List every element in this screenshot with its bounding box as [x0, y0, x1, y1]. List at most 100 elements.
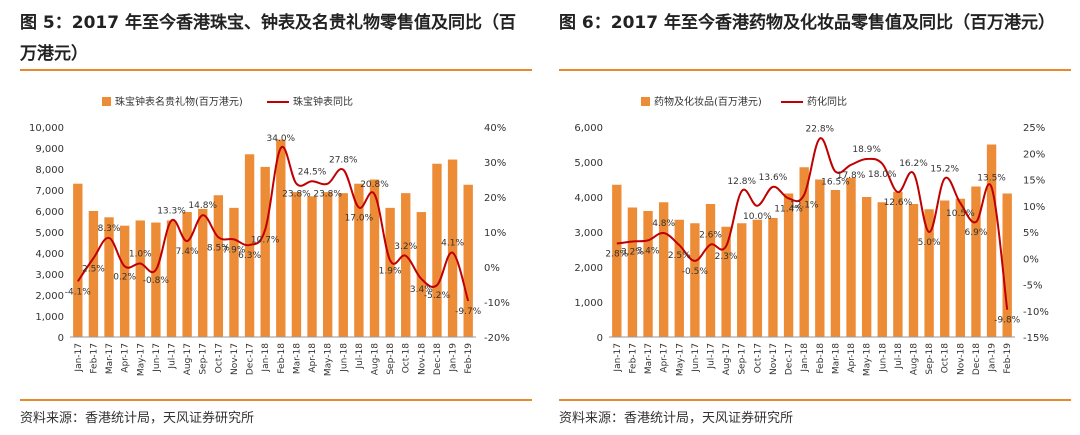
x-tick-label: Mar-18 — [831, 343, 841, 374]
yoy-data-label: 12.1% — [790, 201, 819, 211]
bar — [955, 198, 966, 337]
x-tick-label: Oct-17 — [753, 343, 763, 373]
bar — [986, 144, 997, 337]
chart-panel-jewelry: 图 5：2017 年至今香港珠宝、钟表及名贵礼物零售值及同比（百万港元） 珠宝钟… — [6, 0, 538, 435]
legend-line-label: 珠宝钟表同比 — [293, 95, 353, 108]
x-tick-label: Feb-19 — [1003, 343, 1013, 374]
y-left-tick-label: 4,000 — [35, 249, 64, 260]
jewelry-chart: 珠宝钟表名贵礼物(百万港元) 珠宝钟表同比 0 1,000 2,000 3,000 4,00… — [29, 95, 510, 376]
yoy-data-label: 10.5% — [946, 209, 975, 219]
y-left-tick-label: 7,000 — [35, 186, 64, 197]
x-tick-label: May-17 — [675, 343, 685, 376]
x-tick-label: May-18 — [324, 343, 334, 376]
yoy-data-label: 27.8% — [329, 156, 358, 166]
bar — [893, 191, 903, 337]
y-right-tick-label: 25% — [1023, 123, 1045, 134]
yoy-data-label: 10.7% — [251, 236, 280, 246]
legend-bar-label: 药物及化妆品(百万港元) — [654, 95, 762, 108]
x-tick-label: Dec-18 — [972, 343, 982, 375]
yoy-data-label: -5.2% — [424, 291, 451, 301]
bar — [908, 204, 919, 337]
x-tick-label: Jul-18 — [355, 343, 365, 370]
x-tick-label: Aug-17 — [183, 343, 193, 375]
yoy-data-label: 14.8% — [188, 201, 217, 211]
y-right-tick-label: 40% — [484, 123, 506, 134]
bar — [447, 159, 458, 337]
yoy-data-label: 2.5% — [82, 264, 105, 274]
yoy-data-label: 4.1% — [441, 239, 464, 249]
yoy-data-label: 12.8% — [727, 177, 756, 187]
yoy-data-label: 18.0% — [868, 170, 897, 180]
x-tick-label: Feb-18 — [277, 343, 287, 374]
x-tick-label: Dec-17 — [246, 343, 256, 375]
bar — [104, 217, 114, 337]
bar — [768, 218, 778, 337]
yoy-data-label: 24.5% — [298, 167, 327, 177]
x-tick-label: May-18 — [863, 343, 873, 376]
bar — [940, 200, 950, 337]
bar — [971, 186, 981, 337]
yoy-data-label: 16.5% — [821, 178, 850, 188]
yoy-data-label: 0.2% — [113, 272, 136, 282]
x-tick-label: Aug-17 — [722, 343, 732, 375]
title-divider — [20, 69, 532, 71]
x-tick-label: Jul-17 — [168, 343, 178, 370]
x-tick-label: Nov-17 — [230, 343, 240, 375]
y-left-tick-label: 10,000 — [29, 123, 64, 134]
yoy-data-label: 10.0% — [743, 212, 772, 222]
bar — [1002, 193, 1012, 337]
bar — [151, 222, 161, 337]
bar — [385, 207, 395, 337]
bar — [846, 177, 856, 337]
bar — [627, 207, 638, 337]
x-tick-label: Sep-17 — [738, 343, 748, 375]
bar — [338, 193, 348, 337]
y-left-tick-label: 2,000 — [35, 291, 64, 302]
bar — [737, 223, 747, 337]
y-right-tick-label: 20% — [484, 193, 506, 204]
yoy-data-label: 4.8% — [652, 219, 675, 229]
x-tick-label: Apr-17 — [660, 343, 670, 373]
yoy-data-label: 17.8% — [837, 171, 866, 181]
y-right-tick-label: 30% — [484, 158, 506, 169]
x-tick-label: Nov-18 — [956, 343, 966, 375]
y-left-tick-label: 3,000 — [574, 228, 603, 239]
bar — [213, 195, 224, 337]
bar — [463, 184, 473, 337]
bar — [416, 212, 427, 337]
bar — [877, 202, 887, 337]
yoy-data-label: 12.6% — [884, 198, 913, 208]
y-left-tick-label: 2,000 — [574, 263, 603, 274]
bar — [401, 193, 411, 337]
bar — [799, 167, 809, 337]
source-divider — [559, 399, 1071, 401]
chart-title: 图 5：2017 年至今香港珠宝、钟表及名贵礼物零售值及同比（百万港元） — [20, 13, 516, 64]
bar — [432, 163, 442, 337]
yoy-data-label: 7.4% — [176, 247, 199, 257]
x-tick-label: Aug-18 — [371, 343, 381, 376]
chart-title: 图 6：2017 年至今香港药物及化妆品零售值及同比（百万港元） — [559, 13, 1055, 33]
yoy-data-label: 20.8% — [360, 180, 389, 190]
yoy-data-label: 23.8% — [282, 190, 311, 200]
yoy-line — [76, 145, 470, 302]
yoy-data-label: -0.5% — [682, 267, 709, 277]
y-right-tick-label: 0% — [484, 263, 500, 274]
bar — [307, 196, 317, 337]
y-left-tick-label: 1,000 — [574, 298, 603, 309]
yoy-data-label: 18.9% — [852, 145, 881, 155]
y-left-tick-label: 6,000 — [574, 123, 603, 134]
title-divider — [559, 69, 1071, 71]
x-tick-label: Feb-19 — [464, 343, 474, 374]
x-tick-label: Nov-17 — [769, 343, 779, 375]
bar — [830, 190, 841, 337]
cosmetics-chart: 药物及化妆品(百万港元) 药化同比 0 1,000 2,000 3,000 4,000 5,0… — [574, 95, 1048, 376]
yoy-data-label: 11.4% — [774, 204, 803, 214]
x-tick-label: Aug-18 — [910, 343, 920, 376]
x-tick-label: Jun-17 — [152, 343, 162, 373]
y-left-tick-label: 8,000 — [35, 165, 64, 176]
y-right-tick-label: 10% — [484, 228, 506, 239]
y-left-tick-label: 6,000 — [35, 207, 64, 218]
bar — [260, 166, 270, 337]
x-tick-label: Mar-17 — [105, 343, 115, 374]
x-tick-label: Feb-18 — [816, 343, 826, 374]
